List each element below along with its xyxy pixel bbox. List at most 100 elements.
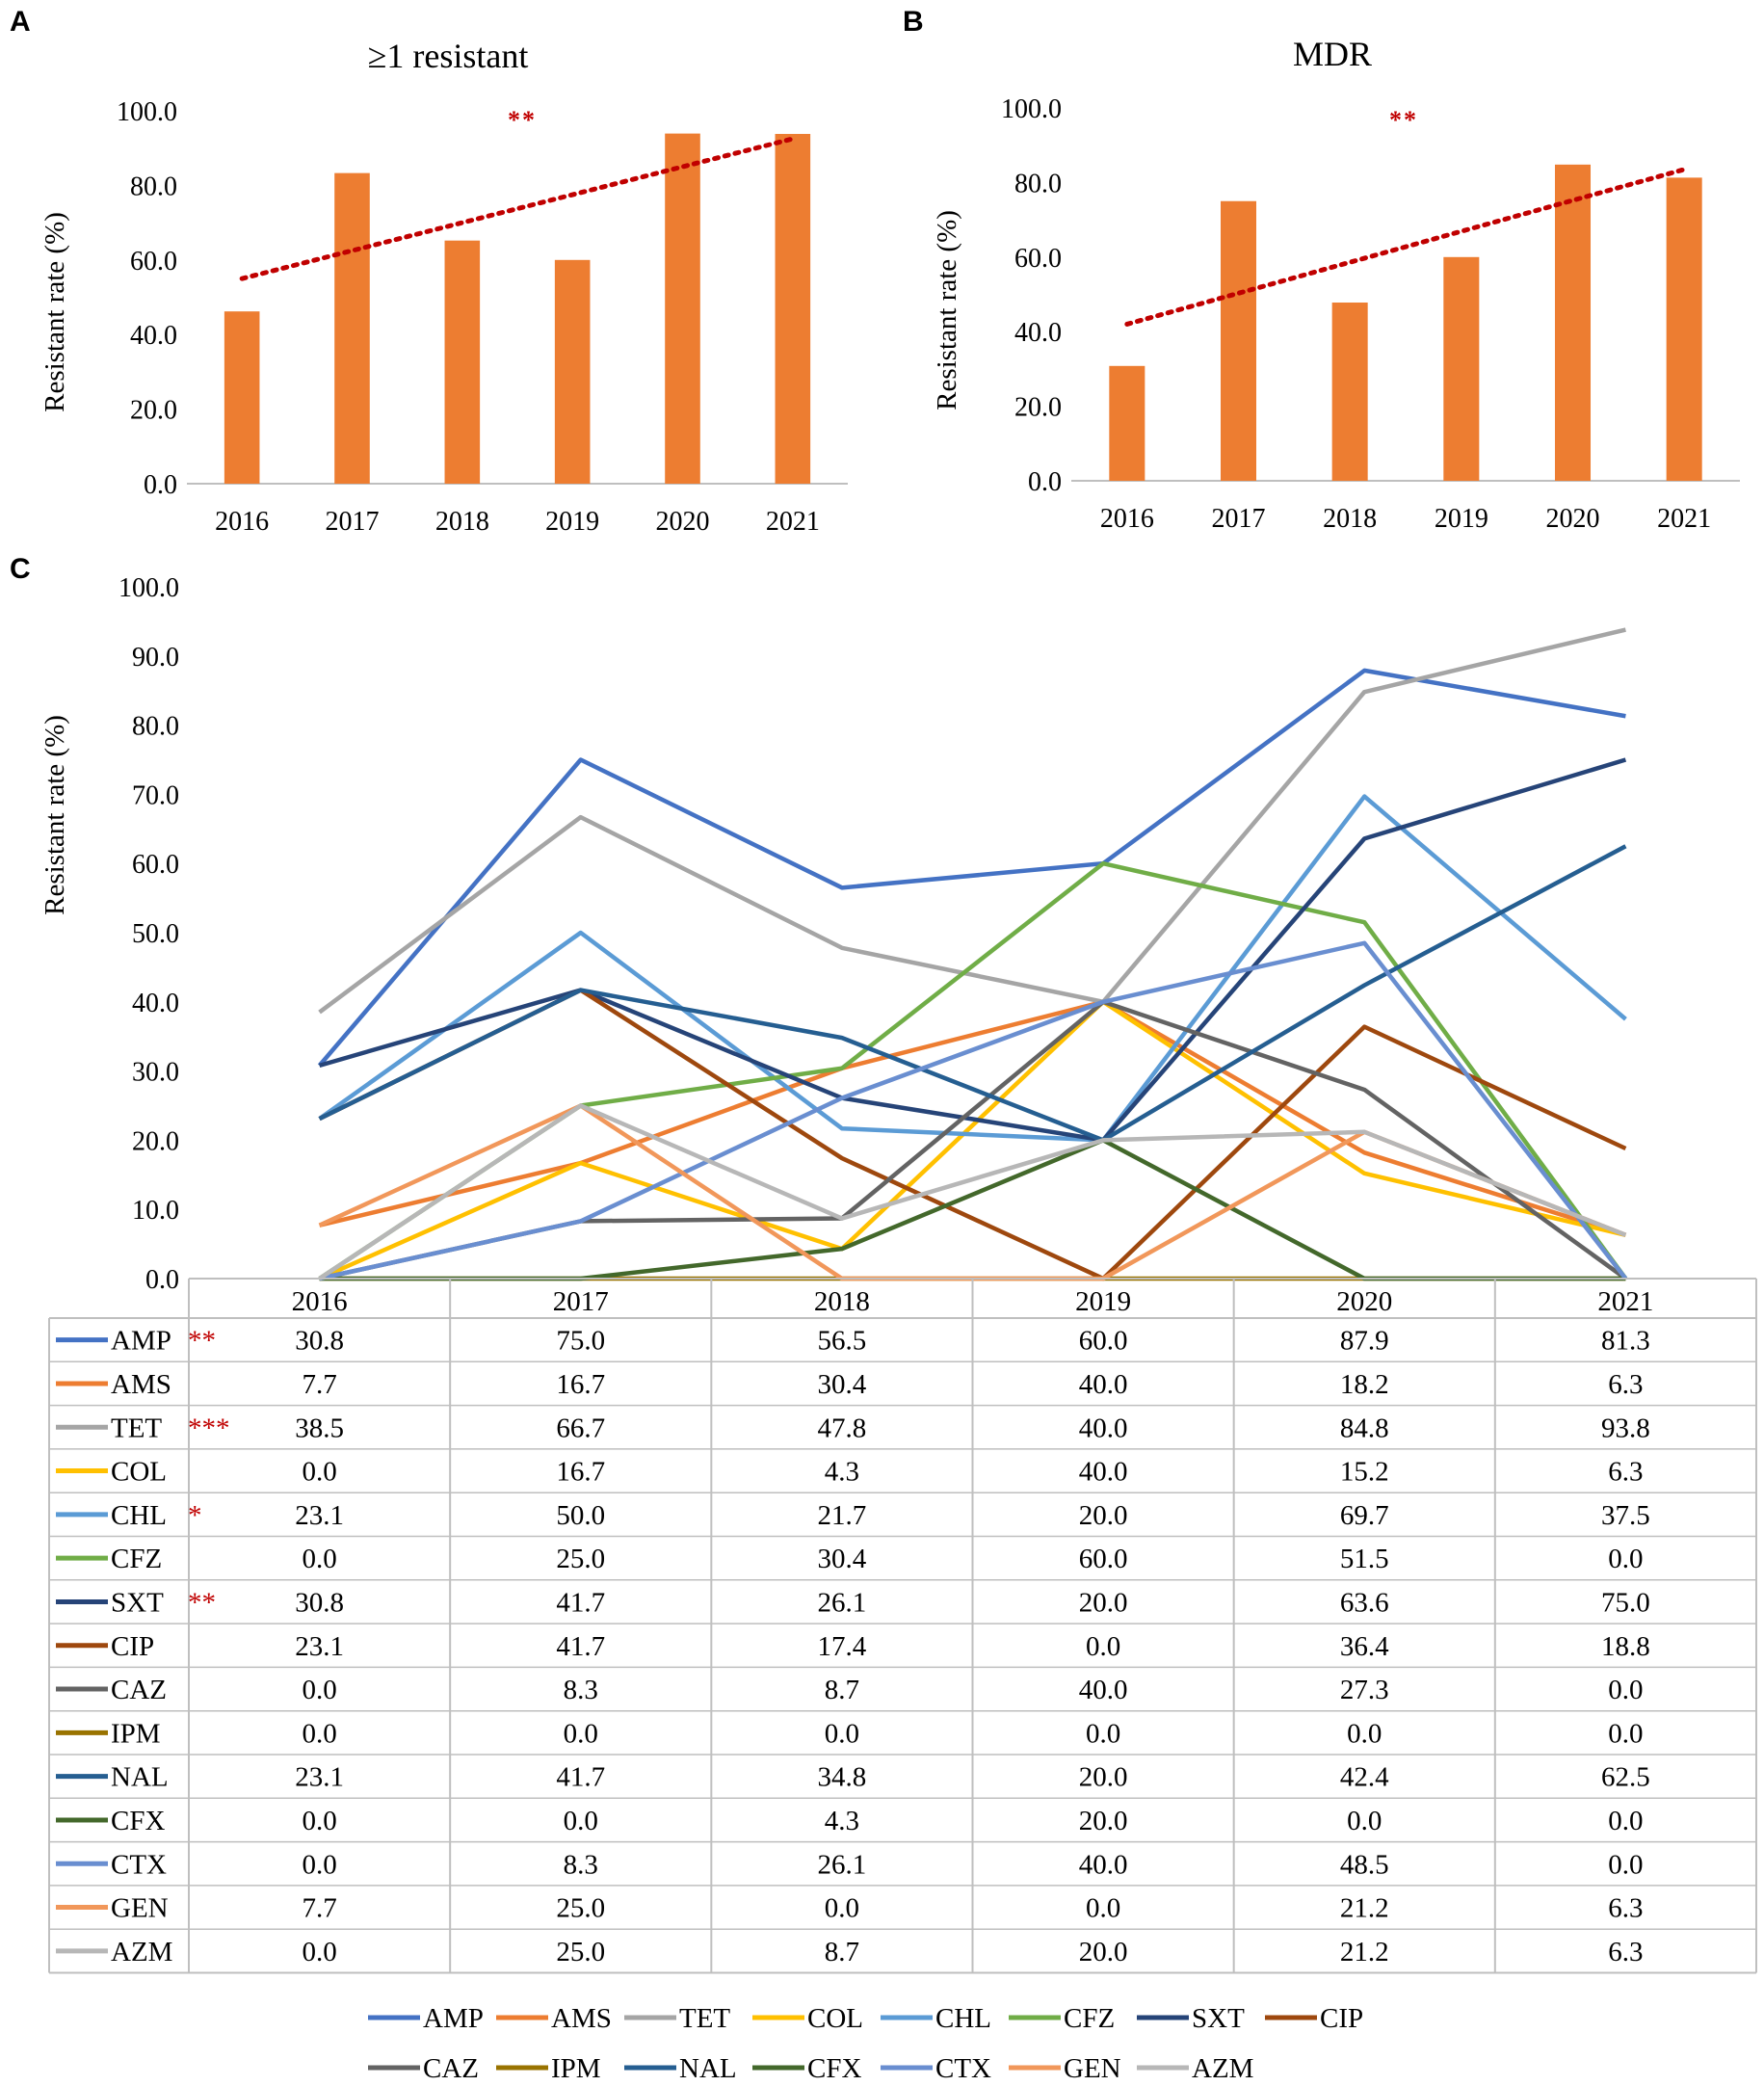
table-row: IPM 0.0 0.0 0.0 0.0 0.0 0.0 bbox=[56, 1718, 1644, 1749]
table-cell: 51.5 bbox=[1340, 1544, 1389, 1574]
table-cell: 0.0 bbox=[1608, 1544, 1643, 1574]
table-cell: 23.1 bbox=[295, 1762, 344, 1793]
table-cell: 81.3 bbox=[1601, 1326, 1650, 1357]
legend-label-TET: TET bbox=[679, 2003, 730, 2034]
table-cell: 8.3 bbox=[564, 1675, 598, 1705]
table-cell: 20.0 bbox=[1079, 1762, 1128, 1793]
panel-a-xtick: 2017 bbox=[326, 507, 380, 537]
legend-label-CHL: CHL bbox=[935, 2003, 991, 2034]
panel-b-ytick: 100.0 bbox=[1001, 94, 1062, 124]
panel-c-ytick: 40.0 bbox=[132, 989, 179, 1018]
table-cell: 0.0 bbox=[1608, 1718, 1643, 1749]
panel-b-ytick: 0.0 bbox=[1028, 467, 1062, 497]
table-cell: 16.7 bbox=[556, 1369, 605, 1400]
table-row: AMP ** 30.8 75.0 56.5 60.0 87.9 81.3 bbox=[56, 1326, 1650, 1357]
table-cell: 18.8 bbox=[1601, 1631, 1650, 1662]
table-cell: 0.0 bbox=[1086, 1631, 1120, 1662]
table-cell: 8.7 bbox=[825, 1937, 859, 1967]
row-label-GEN: GEN bbox=[111, 1893, 169, 1924]
legend-label-GEN: GEN bbox=[1064, 2053, 1121, 2084]
table-cell: 60.0 bbox=[1079, 1326, 1128, 1357]
table-cell: 8.7 bbox=[825, 1675, 859, 1705]
line-SXT bbox=[318, 757, 1627, 1143]
table-cell: 6.3 bbox=[1608, 1369, 1643, 1400]
table-cell: 41.7 bbox=[556, 1587, 605, 1618]
panel-b-significance: ** bbox=[1389, 106, 1418, 134]
table-cell: 27.3 bbox=[1340, 1675, 1389, 1705]
panel-a-ytick: 60.0 bbox=[130, 247, 177, 277]
row-significance-TET: *** bbox=[188, 1413, 230, 1443]
table-cell: 40.0 bbox=[1079, 1675, 1128, 1705]
legend-label-AMP: AMP bbox=[423, 2003, 484, 2034]
panel-a-ytick: 20.0 bbox=[130, 396, 177, 426]
panel-c-ytick: 80.0 bbox=[132, 712, 179, 742]
table-cell: 48.5 bbox=[1340, 1849, 1389, 1880]
table-row: NAL 23.1 41.7 34.8 20.0 42.4 62.5 bbox=[56, 1762, 1650, 1793]
panel-b-xtick: 2017 bbox=[1212, 504, 1266, 534]
table-cell: 75.0 bbox=[1601, 1587, 1650, 1618]
legend-label-IPM: IPM bbox=[551, 2053, 601, 2084]
table-cell: 25.0 bbox=[556, 1937, 605, 1967]
table-cell: 4.3 bbox=[825, 1806, 859, 1836]
panel-b-ytick: 80.0 bbox=[1014, 169, 1062, 198]
table-row: CAZ 0.0 8.3 8.7 40.0 27.3 0.0 bbox=[56, 1675, 1644, 1705]
panel-a-trendline bbox=[239, 136, 796, 281]
table-row: CFX 0.0 0.0 4.3 20.0 0.0 0.0 bbox=[56, 1806, 1644, 1836]
table-cell: 21.7 bbox=[818, 1500, 867, 1531]
table-row: TET *** 38.5 66.7 47.8 40.0 84.8 93.8 bbox=[56, 1413, 1650, 1443]
table-cell: 66.7 bbox=[556, 1413, 605, 1443]
table-cell: 6.3 bbox=[1608, 1937, 1643, 1967]
row-label-AMP: AMP bbox=[111, 1326, 171, 1357]
line-COL bbox=[318, 999, 1626, 1281]
table-cell: 41.7 bbox=[556, 1762, 605, 1793]
table-cell: 69.7 bbox=[1340, 1500, 1389, 1531]
table-cell: 30.4 bbox=[818, 1544, 867, 1574]
table-cell: 63.6 bbox=[1340, 1587, 1389, 1618]
table-cell: 37.5 bbox=[1601, 1500, 1650, 1531]
table-cell: 20.0 bbox=[1079, 1587, 1128, 1618]
panel-a-xtick: 2021 bbox=[766, 507, 820, 537]
table-cell: 25.0 bbox=[556, 1544, 605, 1574]
row-label-CTX: CTX bbox=[111, 1849, 167, 1880]
table-cell: 7.7 bbox=[302, 1369, 336, 1400]
table-cell: 50.0 bbox=[556, 1500, 605, 1531]
panel-c-ytick: 10.0 bbox=[132, 1196, 179, 1226]
table-cell: 60.0 bbox=[1079, 1544, 1128, 1574]
panel-c-ytick: 90.0 bbox=[132, 643, 179, 673]
table-cell: 0.0 bbox=[302, 1457, 336, 1488]
line-AMP bbox=[317, 668, 1626, 1068]
table-cell: 0.0 bbox=[1608, 1675, 1643, 1705]
table-row: GEN 7.7 25.0 0.0 0.0 21.2 6.3 bbox=[56, 1893, 1644, 1924]
legend-label-SXT: SXT bbox=[1192, 2003, 1245, 2034]
table-cell: 0.0 bbox=[564, 1806, 598, 1836]
table-row: COL 0.0 16.7 4.3 40.0 15.2 6.3 bbox=[56, 1457, 1644, 1488]
table-cell: 0.0 bbox=[302, 1806, 336, 1836]
row-label-NAL: NAL bbox=[111, 1762, 169, 1793]
line-TET bbox=[318, 627, 1626, 1015]
table-row: CHL * 23.1 50.0 21.7 20.0 69.7 37.5 bbox=[56, 1500, 1650, 1531]
table-cell: 36.4 bbox=[1340, 1631, 1389, 1662]
panel-c-ytick: 100.0 bbox=[118, 573, 179, 603]
panel-a-significance: ** bbox=[508, 106, 537, 134]
table-cell: 23.1 bbox=[295, 1500, 344, 1531]
panel-b-xtick: 2021 bbox=[1657, 504, 1711, 534]
table-cell: 0.0 bbox=[1086, 1893, 1120, 1924]
table-cell: 0.0 bbox=[564, 1718, 598, 1749]
table-cell: 25.0 bbox=[556, 1893, 605, 1924]
panel-a-ylabel: Resistant rate (%) bbox=[39, 212, 70, 412]
panel-b-ylabel: Resistant rate (%) bbox=[932, 210, 962, 410]
row-label-CAZ: CAZ bbox=[111, 1675, 167, 1705]
panel-b-chart: MDR ** Resistant rate (%) 0.0 20.0 40.0 60.… bbox=[932, 35, 1740, 534]
panel-a-letter: A bbox=[10, 6, 31, 38]
table-cell: 93.8 bbox=[1601, 1413, 1650, 1443]
row-significance-CHL: * bbox=[188, 1500, 202, 1531]
table-cell: 40.0 bbox=[1079, 1457, 1128, 1488]
table-row: CFZ 0.0 25.0 30.4 60.0 51.5 0.0 bbox=[56, 1544, 1644, 1574]
table-cell: 6.3 bbox=[1608, 1893, 1643, 1924]
panel-a-xtick: 2020 bbox=[656, 507, 710, 537]
panel-c-ytick: 20.0 bbox=[132, 1126, 179, 1156]
row-label-CFZ: CFZ bbox=[111, 1544, 162, 1574]
line-AZM bbox=[318, 1103, 1627, 1281]
panel-b-bar-2018 bbox=[1331, 303, 1368, 481]
